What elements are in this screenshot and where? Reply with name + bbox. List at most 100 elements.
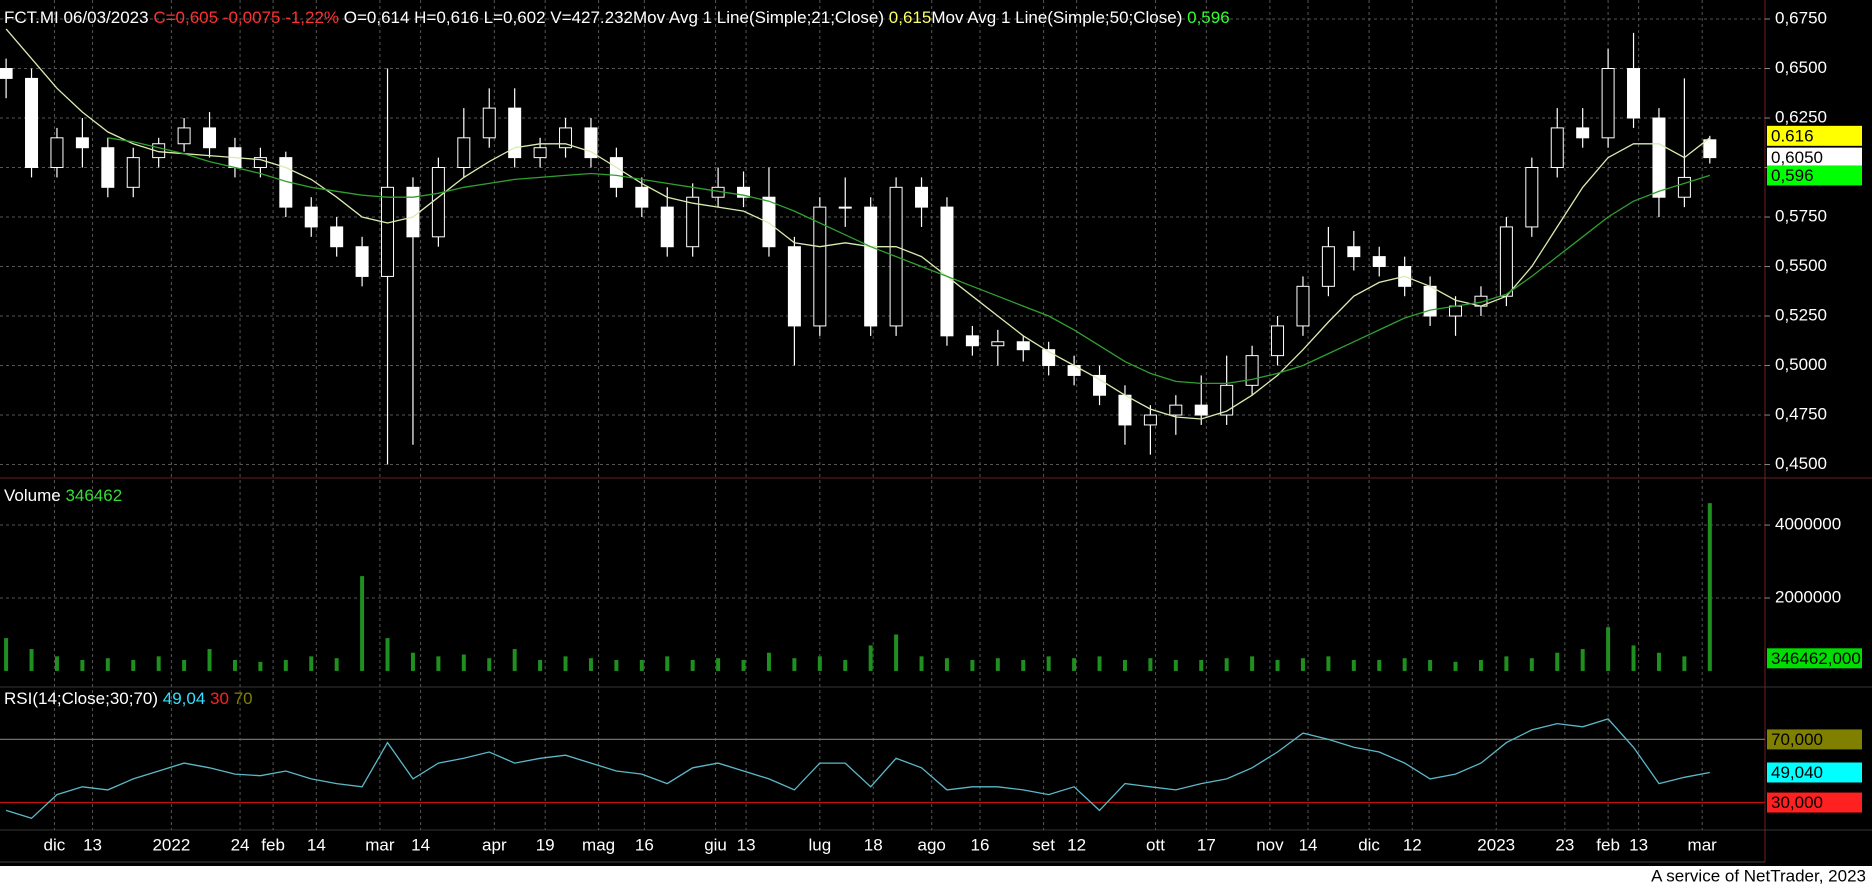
volume-bar [538,660,543,671]
candle-body [1194,404,1208,416]
candle-body [1016,341,1030,351]
x-tick-label: 16 [635,835,654,854]
volume-bar [1631,645,1636,671]
price-tag [1767,125,1862,146]
candle-body [1220,384,1234,416]
volume-bar [207,649,212,671]
volume-bar [1224,658,1229,671]
volume-bar [1351,660,1356,671]
x-tick-label: lug [808,835,831,854]
volume-bar [512,649,517,671]
volume-bar [919,656,924,671]
x-tick-label: giu [704,835,727,854]
candle-body [1652,117,1666,198]
rsi-value: 49,04 [163,689,206,708]
candle-body [1296,285,1310,327]
candle-body [838,206,852,209]
price-tag [1767,729,1862,750]
candle-body [1245,355,1259,386]
price-tag-label: 0,596 [1771,166,1814,185]
candle-body [1169,404,1183,416]
candle-body [1143,414,1157,426]
y-tick-label: 0,5750 [1775,207,1827,226]
rsi-header: RSI(14;Close;30;70) 49,04 30 70 [4,689,253,708]
volume-bar [665,656,670,671]
volume-bar [563,656,568,671]
candle-body [584,127,598,159]
price-tag [1767,165,1862,186]
volume-bar [1199,660,1204,671]
volume-bar [1122,660,1127,671]
volume-bar [131,660,136,671]
title: FCT.MI 06/03/2023 [4,8,149,27]
candle-body [559,127,573,149]
x-tick-label: ott [1146,835,1165,854]
volume-bar [1478,660,1483,671]
price-tag-label: 30,000 [1771,793,1823,812]
y-tick-label: 0,6750 [1775,8,1827,27]
x-tick-label: 14 [307,835,326,854]
candle-body [1118,394,1132,426]
candle-body [253,157,267,169]
volume-bar [690,660,695,671]
volume-bar [716,658,721,671]
rsi-level: 30 [210,689,229,708]
candle-body [762,196,776,248]
volume-bar [385,638,390,671]
y-tick-label: 0,4750 [1775,405,1827,424]
price-tag [1767,792,1862,813]
x-tick-label: ago [918,835,946,854]
volume-bar [1377,660,1382,671]
x-tick-label: set [1032,835,1055,854]
candle-body [177,127,191,145]
footer: A service of NetTrader, 2023 [1651,866,1866,885]
footer-bar [0,866,1872,888]
candle-body [1449,305,1463,317]
x-tick-label: 18 [864,835,883,854]
price-tag-label: 70,000 [1771,730,1823,749]
volume-bar [614,660,619,671]
candle-body [406,186,420,238]
volume-bar [1555,652,1560,671]
candle-body [533,147,547,159]
volume-bar [1402,658,1407,671]
x-tick-label: 24 [231,835,250,854]
volume-title: Volume [4,486,61,505]
candle-body [457,137,471,169]
y-tick-label: 2000000 [1775,587,1841,606]
candle-body [660,206,674,248]
volume-bar [1707,503,1712,671]
moving-average [107,137,1710,385]
volume-bar [334,658,339,671]
candle-body [126,157,140,188]
x-tick-label: mar [1688,835,1718,854]
candle-body [1499,226,1513,297]
volume-bar [309,656,314,671]
volume-bar [1656,652,1661,671]
candle-body [1677,176,1691,198]
volume-bar [1021,660,1026,671]
x-tick-label: nov [1256,835,1284,854]
volume-bar [995,658,1000,671]
volume-bar [1606,627,1611,671]
candle-body [940,206,954,337]
x-tick-label: 14 [1299,835,1318,854]
volume-bar [639,660,644,671]
candle-body [1525,167,1539,228]
candle-body [1601,68,1615,139]
candle-body [1550,127,1564,169]
volume-bar [817,656,822,671]
ohlc: O=0,614 H=0,616 L=0,602 V=427.232 [344,8,633,27]
x-tick-label: apr [482,835,507,854]
candle-body [330,226,344,248]
ma21-value: 0,615 [889,8,932,27]
x-tick-label: 2023 [1477,835,1515,854]
price-tag [1767,762,1862,783]
y-tick-label: 0,6500 [1775,58,1827,77]
volume-bar [1173,660,1178,671]
volume-bar [741,660,746,671]
volume-bar [1529,658,1534,671]
x-tick-label: 12 [1067,835,1086,854]
